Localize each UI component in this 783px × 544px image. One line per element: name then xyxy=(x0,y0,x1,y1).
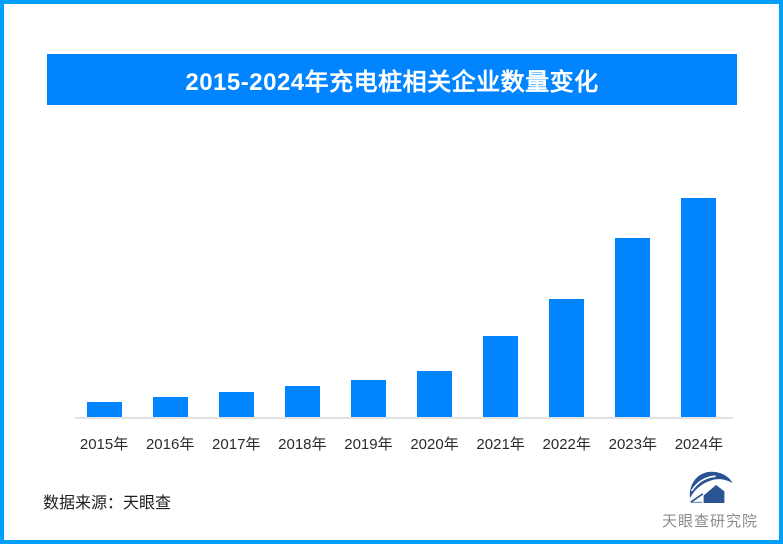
tianyancha-logo-text: 天眼查研究院 xyxy=(661,513,758,530)
bar-slot xyxy=(468,198,534,417)
chart-title: 2015-2024年充电桩相关企业数量变化 xyxy=(185,69,599,96)
bar-slot xyxy=(203,198,269,417)
tianyancha-logo: 天眼查研究院 xyxy=(655,466,765,531)
bar-2016年 xyxy=(152,397,188,417)
bar-2020年 xyxy=(417,371,453,417)
bar-slot xyxy=(666,198,732,417)
bar-slot xyxy=(137,198,203,417)
x-axis-label: 2016年 xyxy=(145,436,195,453)
x-axis-line xyxy=(75,417,733,419)
bar-2019年 xyxy=(350,380,386,417)
bar-2023年 xyxy=(615,238,651,417)
bar-2015年 xyxy=(86,402,122,417)
x-axis-label: 2019年 xyxy=(344,436,393,453)
bar-chart xyxy=(71,198,732,417)
bar-slot xyxy=(600,198,666,417)
bar-2022年 xyxy=(549,299,585,417)
chart-title-banner: 2015-2024年充电桩相关企业数量变化 xyxy=(47,54,737,105)
x-axis-label: 2017年 xyxy=(212,436,261,453)
bar-slot xyxy=(401,198,467,417)
bar-2024年 xyxy=(681,198,717,417)
bar-slot xyxy=(71,198,137,417)
bar-2017年 xyxy=(218,392,254,417)
tianyancha-eye-icon xyxy=(689,471,733,503)
x-axis-label: 2022年 xyxy=(542,436,591,453)
x-axis-label: 2024年 xyxy=(674,436,724,453)
bar-2018年 xyxy=(284,386,320,417)
bar-slot xyxy=(269,198,335,417)
x-axis-label: 2023年 xyxy=(608,436,657,453)
x-axis-label: 2021年 xyxy=(476,436,525,453)
data-source-text: 数据来源：天眼查 xyxy=(43,495,172,512)
x-axis-labels: 2015年 2016年 2017年 2018年 2019年 2020年 2021年 2022年… xyxy=(71,433,732,454)
x-axis-label: 2020年 xyxy=(410,436,459,453)
bar-slot xyxy=(335,198,401,417)
x-axis-label: 2018年 xyxy=(278,436,327,453)
x-axis-label: 2015年 xyxy=(79,436,129,453)
bar-2021年 xyxy=(483,336,519,417)
bar-slot xyxy=(534,198,600,417)
